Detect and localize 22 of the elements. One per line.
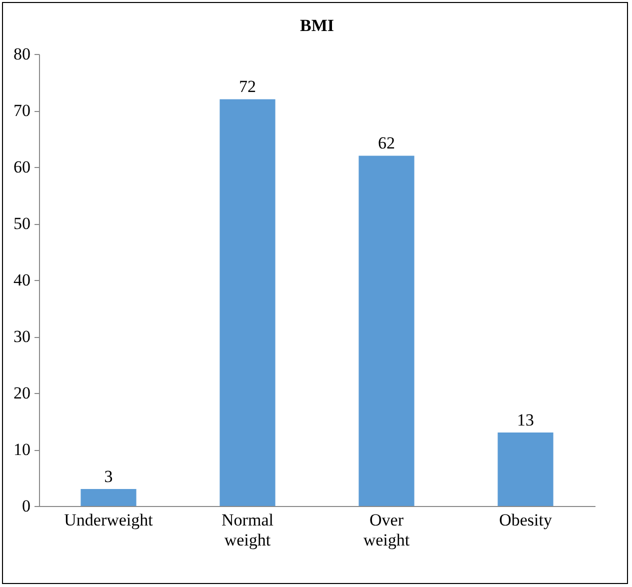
y-tick-label: 60 xyxy=(14,158,30,176)
data-label: 62 xyxy=(378,134,395,153)
y-tick-label: 30 xyxy=(14,327,30,346)
y-tick-label: 20 xyxy=(14,384,30,402)
data-label: 3 xyxy=(104,467,113,486)
y-tick-label: 80 xyxy=(14,44,30,64)
data-label: 13 xyxy=(517,410,534,430)
data-label: 72 xyxy=(239,77,256,96)
bar xyxy=(80,489,136,506)
chart-title: BMI xyxy=(300,16,334,35)
y-tick-label: 10 xyxy=(14,440,30,459)
x-tick-label: Over weight xyxy=(363,510,410,550)
y-tick-label: 50 xyxy=(14,214,30,233)
bar xyxy=(220,99,276,506)
x-tick-label: Underweight xyxy=(64,510,154,530)
y-tick-label: 70 xyxy=(14,101,30,120)
x-tick-label: Obesity xyxy=(499,510,552,530)
y-tick-label: 40 xyxy=(14,270,30,290)
x-tick-label: Normal weight xyxy=(222,510,274,550)
y-tick-label: 0 xyxy=(22,496,30,516)
bar xyxy=(498,432,554,506)
bar xyxy=(358,156,414,506)
